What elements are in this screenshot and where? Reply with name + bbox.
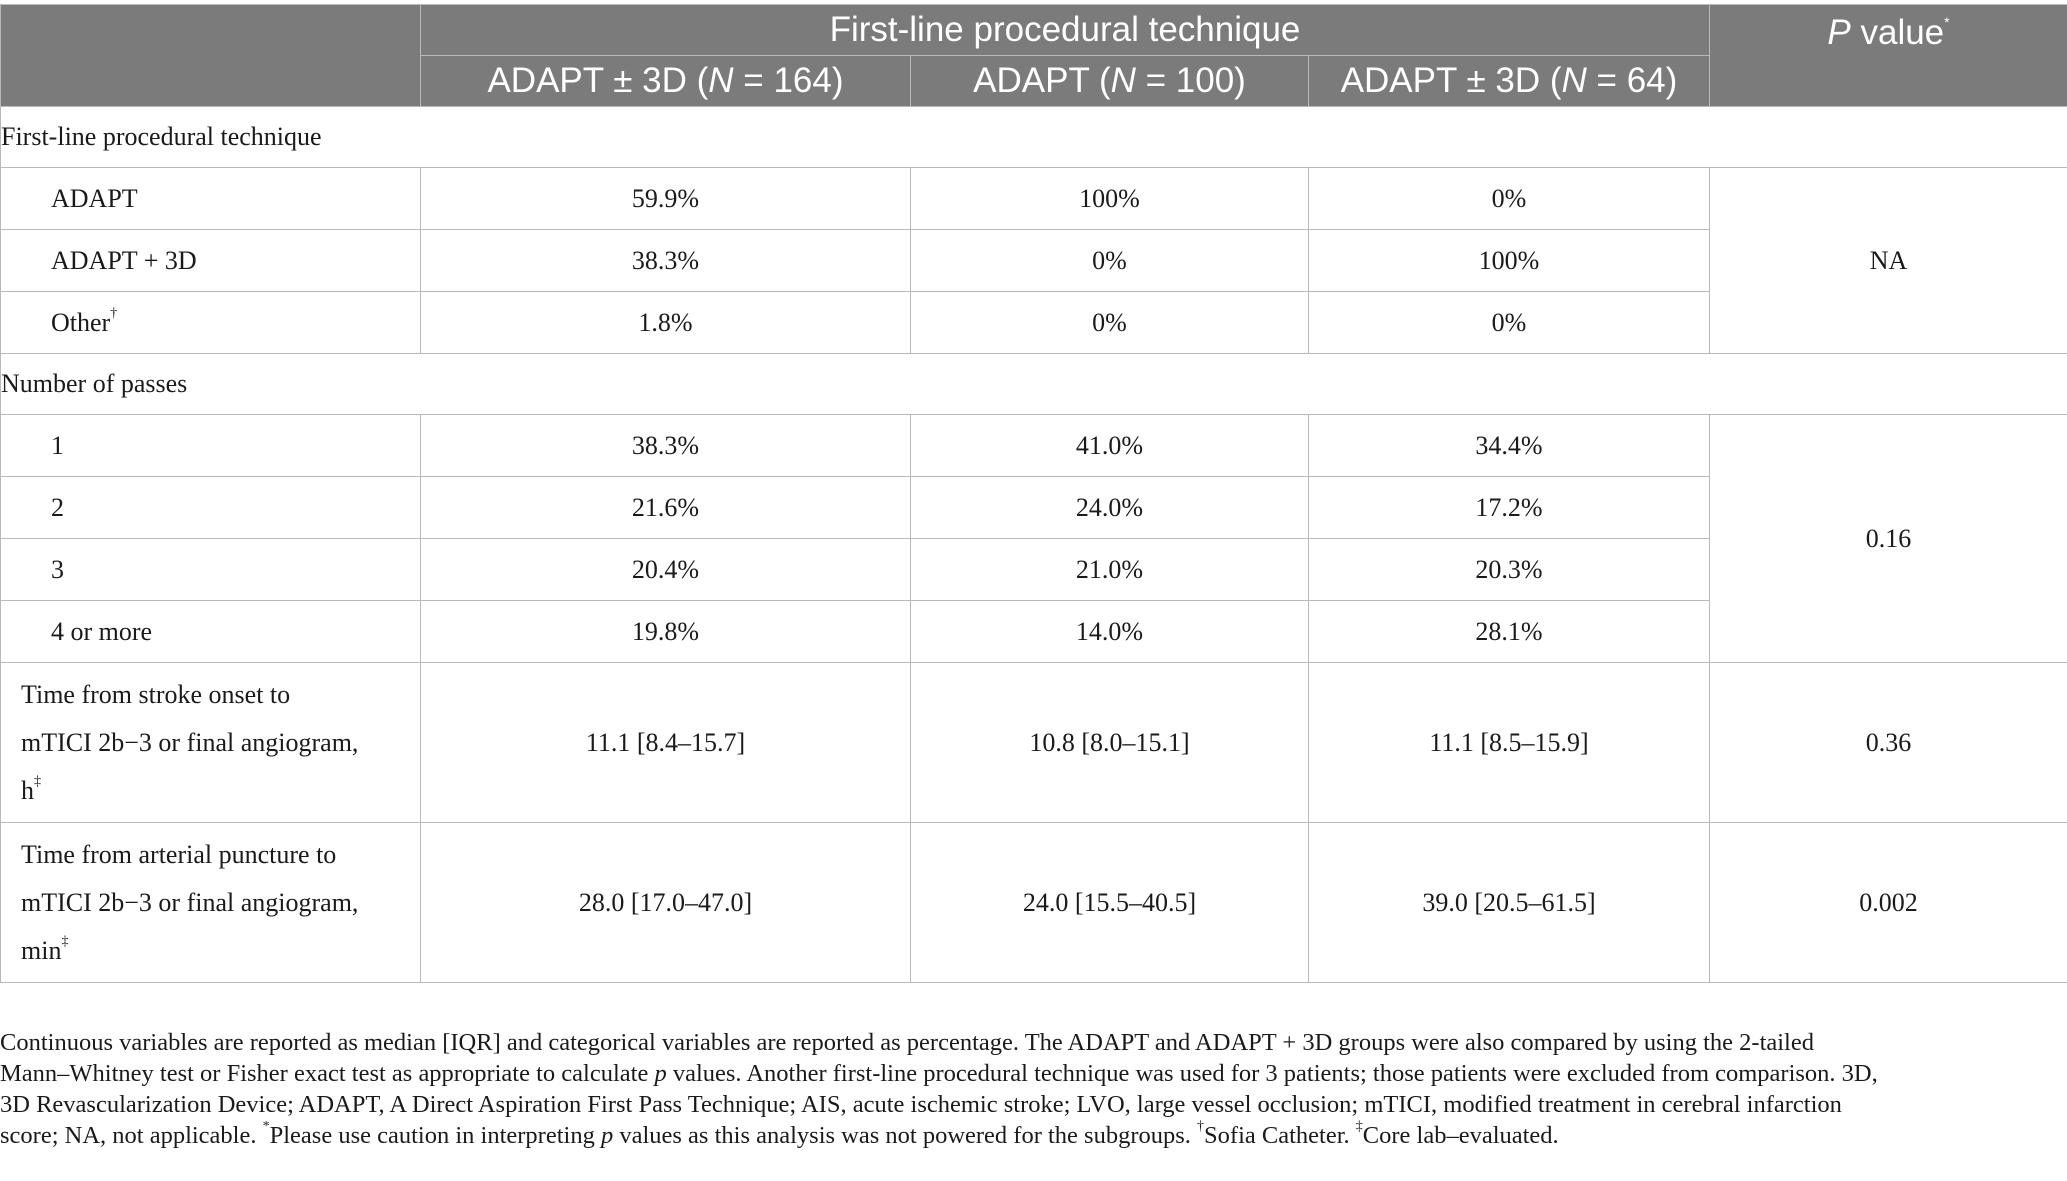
- p-value-cell: 0.002: [1709, 822, 2067, 983]
- results-table: First-line procedural technique P value*…: [0, 4, 2067, 983]
- p-value-cell: NA: [1709, 167, 2067, 354]
- table-row: 2 21.6% 24.0% 17.2%: [0, 476, 2067, 539]
- footnote-line: Continuous variables are reported as med…: [0, 1029, 1814, 1056]
- cell-value: 11.1 [8.4–15.7]: [420, 662, 911, 823]
- cell-value: 39.0 [20.5–61.5]: [1308, 822, 1710, 983]
- cell-value: 21.6%: [420, 476, 911, 539]
- section-row-passes: Number of passes: [0, 353, 2067, 415]
- cell-value: 28.1%: [1308, 600, 1710, 663]
- row-label: ADAPT + 3D: [0, 229, 421, 292]
- cell-value: 0%: [1308, 291, 1710, 354]
- header-pvalue: P value*: [1709, 4, 2067, 107]
- table-row: 1 38.3% 41.0% 34.4% 0.16: [0, 414, 2067, 663]
- row-label: 3: [0, 538, 421, 601]
- footnote-mark: †: [110, 305, 118, 321]
- table-footnotes: Continuous variables are reported as med…: [0, 1027, 2020, 1151]
- table-row: Time from stroke onset to mTICI 2b−3 or …: [0, 662, 2067, 823]
- cell-value: 17.2%: [1308, 476, 1710, 539]
- row-label: Time from arterial puncture to mTICI 2b−…: [0, 822, 421, 983]
- section-row-technique: First-line procedural technique: [0, 106, 2067, 168]
- row-label: Time from stroke onset to mTICI 2b−3 or …: [0, 662, 421, 823]
- p-value-cell: 0.16: [1709, 414, 2067, 663]
- section-title: Number of passes: [0, 353, 2067, 415]
- row-label: ADAPT: [0, 167, 421, 230]
- table-row: Time from arterial puncture to mTICI 2b−…: [0, 822, 2067, 983]
- cell-value: 41.0%: [910, 414, 1309, 477]
- footnote-line: 3D Revascularization Device; ADAPT, A Di…: [0, 1091, 1842, 1118]
- footnote-mark: ‡: [61, 933, 69, 949]
- cell-value: 1.8%: [420, 291, 911, 354]
- cell-value: 24.0%: [910, 476, 1309, 539]
- header-group-title: First-line procedural technique: [420, 4, 1710, 56]
- cell-value: 21.0%: [910, 538, 1309, 601]
- row-label: 1: [0, 414, 421, 477]
- footnote-mark: ‡: [34, 773, 41, 789]
- p-value-cell: 0.36: [1709, 662, 2067, 823]
- header-col-adapt-3d-64: ADAPT ± 3D (N = 64): [1308, 55, 1710, 107]
- cell-value: 100%: [1308, 229, 1710, 292]
- row-label: 4 or more: [0, 600, 421, 663]
- cell-value: 0%: [910, 229, 1309, 292]
- row-label: Other†: [0, 291, 421, 354]
- header-blank-cell: [0, 4, 421, 107]
- cell-value: 34.4%: [1308, 414, 1710, 477]
- cell-value: 59.9%: [420, 167, 911, 230]
- cell-value: 0%: [1308, 167, 1710, 230]
- table-row: ADAPT 59.9% 100% 0% NA: [0, 167, 2067, 354]
- cell-value: 38.3%: [420, 229, 911, 292]
- footnote-line: Mann–Whitney test or Fisher exact test a…: [0, 1060, 1878, 1087]
- cell-value: 11.1 [8.5–15.9]: [1308, 662, 1710, 823]
- header-col-adapt-100: ADAPT (N = 100): [910, 55, 1309, 107]
- row-label: 2: [0, 476, 421, 539]
- table-row: 3 20.4% 21.0% 20.3%: [0, 538, 2067, 601]
- cell-value: 14.0%: [910, 600, 1309, 663]
- cell-value: 24.0 [15.5–40.5]: [910, 822, 1309, 983]
- cell-value: 100%: [910, 167, 1309, 230]
- section-title: First-line procedural technique: [0, 106, 2067, 168]
- cell-value: 38.3%: [420, 414, 911, 477]
- cell-value: 20.4%: [420, 538, 911, 601]
- cell-value: 28.0 [17.0–47.0]: [420, 822, 911, 983]
- cell-value: 20.3%: [1308, 538, 1710, 601]
- footnote-line: score; NA, not applicable. *Please use c…: [0, 1118, 1559, 1149]
- header-col-adapt-3d-164: ADAPT ± 3D (N = 164): [420, 55, 911, 107]
- table-header: First-line procedural technique P value*…: [0, 4, 2067, 107]
- cell-value: 10.8 [8.0–15.1]: [910, 662, 1309, 823]
- cell-value: 0%: [910, 291, 1309, 354]
- cell-value: 19.8%: [420, 600, 911, 663]
